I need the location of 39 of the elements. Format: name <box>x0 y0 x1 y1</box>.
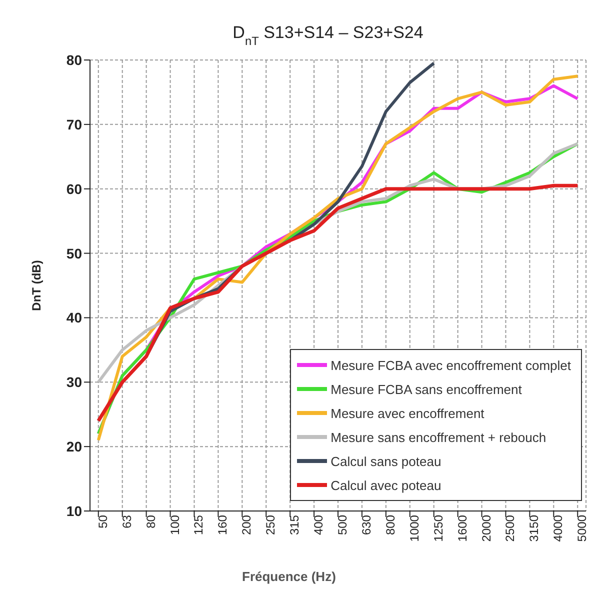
chart-title: D$_{nT}$ S13+S14 – S23+S24 <box>232 23 424 48</box>
y-tick-label: 30 <box>66 374 82 390</box>
line-series <box>96 184 580 423</box>
x-tick-label: 63 <box>120 514 134 528</box>
x-tick-label: 160 <box>216 514 230 536</box>
legend-label: Mesure FCBA avec encoffrement complet <box>330 358 571 372</box>
y-tick-label: 80 <box>66 52 82 68</box>
x-tick-label: 2000 <box>479 514 494 542</box>
x-tick-label: 4000 <box>551 514 566 542</box>
y-tick-label: 70 <box>66 116 82 132</box>
x-tick-label: 315 <box>288 514 302 536</box>
x-tick-label: 2500 <box>503 514 518 542</box>
y-tick-label: 10 <box>66 502 82 519</box>
y-tick-label: 20 <box>66 438 82 455</box>
x-tick-label: 50 <box>96 514 110 528</box>
x-tick-label: 100 <box>168 514 182 536</box>
x-axis-title: Fréquence (Hz) <box>242 569 336 584</box>
y-axis-title: DnT (dB) <box>29 260 44 311</box>
x-tick-label: 5000 <box>575 514 590 542</box>
y-tick-label: 40 <box>66 310 82 326</box>
y-tick-label: 60 <box>66 180 82 197</box>
x-tick-label: 1600 <box>455 514 470 542</box>
legend-label: Mesure sans encoffrement + rebouch <box>330 430 546 444</box>
x-tick-label: 630 <box>359 514 374 536</box>
x-tick-label: 125 <box>192 514 206 536</box>
x-tick-label: 500 <box>336 514 350 536</box>
x-tick-label: 1250 <box>431 514 446 542</box>
x-tick-label: 3150 <box>527 514 542 542</box>
x-tick-label: 200 <box>240 514 254 536</box>
legend-label: Calcul avec poteau <box>330 478 442 492</box>
x-tick-label: 80 <box>144 514 158 528</box>
legend-label: Mesure FCBA sans encoffrement <box>330 382 522 396</box>
legend-label: Calcul sans poteau <box>330 454 442 468</box>
y-tick-label: 50 <box>66 245 82 262</box>
legend-label: Mesure avec encoffrement <box>330 406 484 420</box>
x-tick-label: 250 <box>264 514 278 536</box>
x-tick-label: 800 <box>383 514 398 536</box>
x-tick-label: 1000 <box>407 514 422 542</box>
x-tick-label: 400 <box>312 514 326 536</box>
